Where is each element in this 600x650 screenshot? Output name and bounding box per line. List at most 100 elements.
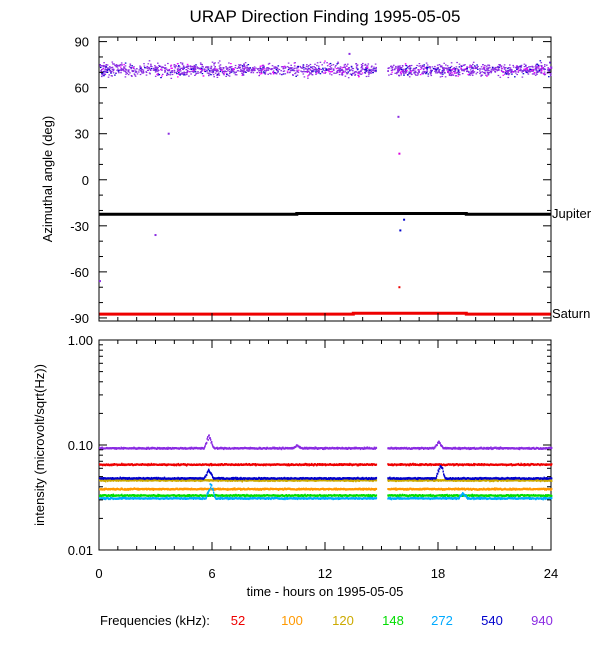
scatter-point (149, 73, 151, 75)
scatter-point (292, 74, 294, 76)
scatter-point (441, 66, 444, 69)
scatter-point (391, 69, 394, 71)
scatter-point (186, 71, 188, 73)
scatter-point (511, 71, 514, 73)
scatter-point (177, 73, 180, 75)
scatter-point (232, 68, 234, 70)
scatter-point (272, 71, 274, 73)
scatter-point (541, 65, 543, 67)
scatter-point (105, 65, 107, 67)
scatter-point (313, 66, 315, 68)
intensity-panel: 1.000.100.01 0 6 12 18 24 intensity (microvo… (32, 333, 558, 599)
scatter-point (314, 69, 317, 71)
scatter-point (503, 68, 506, 70)
scatter-point (293, 67, 296, 69)
scatter-point (495, 68, 497, 70)
scatter-point (402, 69, 405, 72)
series-point (502, 479, 505, 482)
scatter-point (131, 75, 133, 77)
scatter-point (218, 74, 221, 76)
scatter-point (189, 66, 192, 68)
scatter-point (410, 73, 413, 76)
scatter-point (480, 75, 482, 77)
series-point (239, 487, 241, 490)
scatter-point (531, 69, 533, 71)
scatter-point (179, 74, 181, 76)
scatter-point (157, 62, 159, 64)
scatter-point (281, 73, 283, 76)
scatter-point (206, 66, 209, 68)
scatter-point (360, 70, 362, 72)
scatter-point (182, 68, 184, 70)
scatter-point (133, 67, 135, 70)
scatter-point (354, 73, 357, 75)
scatter-point (260, 73, 263, 75)
scatter-point (250, 72, 252, 74)
scatter-point (261, 69, 263, 71)
scatter-point (309, 66, 312, 68)
scatter-point (344, 68, 347, 70)
scatter-point (188, 75, 190, 77)
scatter-point (367, 70, 369, 72)
scatter-point (187, 65, 190, 67)
series-point (375, 463, 378, 466)
scatter-point (321, 71, 323, 73)
scatter-point (549, 66, 552, 68)
scatter-point (455, 66, 458, 68)
scatter-point (482, 72, 485, 74)
scatter-point (315, 73, 317, 75)
scatter-point (352, 72, 354, 74)
scatter-point (115, 66, 118, 68)
scatter-point (221, 69, 223, 71)
scatter-point (252, 72, 255, 74)
azimuth-y-axis-label: Azimuthal angle (deg) (40, 116, 55, 242)
scatter-point (110, 71, 112, 73)
scatter-point (329, 65, 331, 68)
scatter-point (102, 68, 104, 70)
scatter-point (442, 73, 444, 75)
scatter-point (550, 74, 552, 77)
scatter-point (125, 69, 127, 71)
scatter-point (364, 64, 366, 66)
scatter-point (520, 64, 523, 66)
scatter-point (416, 72, 419, 74)
scatter-point (173, 66, 176, 68)
scatter-point (129, 66, 132, 69)
scatter-point (336, 71, 338, 73)
scatter-point (360, 73, 363, 75)
scatter-point (502, 71, 504, 73)
scatter-point (145, 71, 148, 73)
scatter-point (201, 63, 203, 66)
scatter-point (136, 73, 139, 75)
scatter-point (311, 68, 314, 70)
scatter-point (357, 71, 360, 73)
scatter-point (355, 63, 358, 65)
scatter-point (182, 65, 185, 67)
series-point (519, 464, 522, 467)
scatter-point (177, 76, 179, 78)
scatter-point (144, 67, 146, 69)
scatter-point (226, 68, 229, 70)
scatter-point (111, 68, 114, 70)
scatter-point (191, 70, 193, 73)
scatter-point (138, 71, 140, 73)
scatter-point (508, 73, 511, 75)
scatter-point (270, 68, 273, 70)
scatter-point (111, 66, 114, 68)
scatter-point (147, 63, 150, 65)
scatter-point (129, 63, 132, 65)
scatter-point (317, 69, 319, 71)
scatter-point (537, 66, 539, 68)
scatter-point (212, 68, 215, 70)
scatter-point (261, 68, 264, 70)
scatter-point (529, 66, 532, 68)
scatter-point (309, 73, 311, 75)
scatter-point (525, 71, 527, 73)
scatter-point (244, 62, 247, 64)
scatter-point (515, 67, 517, 69)
scatter-point (217, 72, 220, 75)
scatter-point (197, 67, 200, 69)
scatter-point (346, 65, 348, 67)
scatter-point (242, 73, 244, 75)
scatter-point (434, 67, 436, 69)
